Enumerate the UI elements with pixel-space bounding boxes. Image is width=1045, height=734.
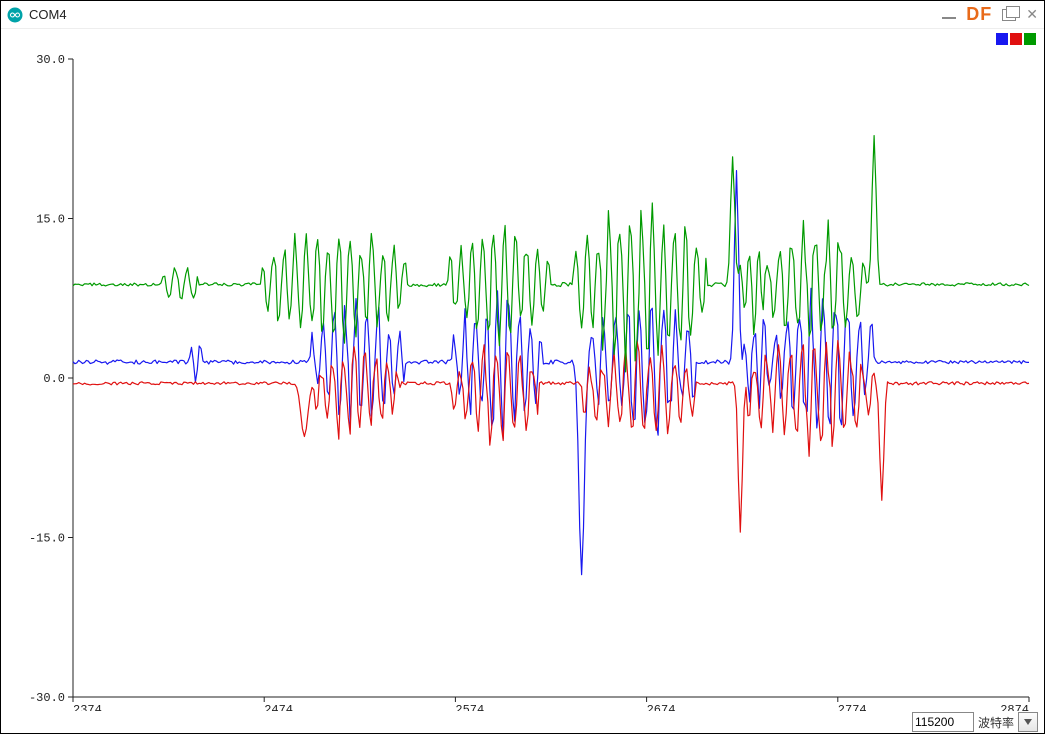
svg-text:30.0: 30.0 xyxy=(36,53,65,67)
svg-text:2774: 2774 xyxy=(838,703,867,711)
svg-text:-15.0: -15.0 xyxy=(29,532,65,546)
svg-text:-30.0: -30.0 xyxy=(29,691,65,705)
serial-plotter-window: COM4 DF ✕ -30.0 -15.0 0.0 15.0 30.0 2374 2474 2… xyxy=(0,0,1045,734)
watermark: DF xyxy=(966,4,992,25)
baud-rate-label: 波特率 xyxy=(978,714,1014,731)
statusbar: 波特率 xyxy=(1,711,1044,733)
titlebar: COM4 DF ✕ xyxy=(1,1,1044,29)
svg-text:2474: 2474 xyxy=(264,703,293,711)
window-controls: DF ✕ xyxy=(942,4,1038,25)
legend xyxy=(996,33,1036,45)
legend-swatch-ch2[interactable] xyxy=(1024,33,1036,45)
close-button[interactable]: ✕ xyxy=(1026,6,1038,23)
window-title: COM4 xyxy=(29,7,67,22)
minimize-button[interactable] xyxy=(942,11,956,19)
svg-text:2674: 2674 xyxy=(647,703,676,711)
svg-text:2374: 2374 xyxy=(73,703,102,711)
baud-rate-input[interactable] xyxy=(912,712,974,732)
restore-button[interactable] xyxy=(1002,9,1016,21)
svg-text:2574: 2574 xyxy=(455,703,484,711)
baud-dropdown-button[interactable] xyxy=(1018,712,1038,732)
arduino-icon xyxy=(7,7,23,23)
legend-swatch-ch1[interactable] xyxy=(1010,33,1022,45)
plot-svg: -30.0 -15.0 0.0 15.0 30.0 2374 2474 2574 2674 277… xyxy=(1,29,1044,711)
legend-swatch-ch0[interactable] xyxy=(996,33,1008,45)
svg-text:15.0: 15.0 xyxy=(36,213,65,227)
svg-text:0.0: 0.0 xyxy=(43,372,65,386)
plot-area: -30.0 -15.0 0.0 15.0 30.0 2374 2474 2574 2674 277… xyxy=(1,29,1044,711)
svg-text:2874: 2874 xyxy=(1000,703,1029,711)
